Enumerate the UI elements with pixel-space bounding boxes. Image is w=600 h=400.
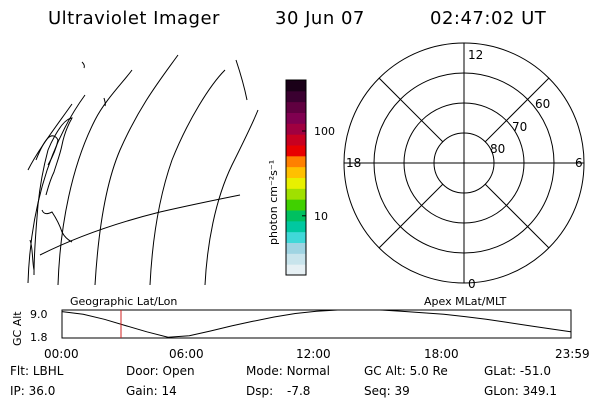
info-glon-value: 349.1 xyxy=(522,384,557,398)
colorbar-segment xyxy=(286,90,306,103)
coastline xyxy=(41,209,73,243)
colorbar-segment xyxy=(286,101,306,113)
info-filter: Flt: LBHL xyxy=(10,364,63,378)
coastline xyxy=(103,97,106,107)
info-ip-value: 36.0 xyxy=(28,384,56,398)
mlt-label-6: 6 xyxy=(575,156,583,170)
colorbar-segment xyxy=(286,134,306,146)
info-gain-value: 14 xyxy=(161,384,177,398)
colorbar xyxy=(285,79,307,276)
info-seq-label: Seq: xyxy=(364,384,391,398)
polar-diagonal xyxy=(484,77,550,143)
mlt-label-12: 12 xyxy=(468,48,483,62)
info-gcalt: GC Alt: 5.0 Re xyxy=(364,364,448,378)
info-seq-value: 39 xyxy=(394,384,410,398)
colorbar-segment xyxy=(286,166,306,178)
info-ip-label: IP: xyxy=(10,384,25,398)
polar-diagonal xyxy=(378,183,444,249)
mlt-label-0: 0 xyxy=(468,277,476,291)
info-mode-label: Mode: xyxy=(246,364,283,378)
info-filter-value: LBHL xyxy=(32,364,64,378)
orbit-frame xyxy=(61,309,572,339)
info-glon-label: GLon: xyxy=(484,384,519,398)
mlt-label-18: 18 xyxy=(346,156,361,170)
info-glat-label: GLat: xyxy=(484,364,517,378)
polar-diagonal xyxy=(378,77,444,143)
orbit-altitude-line xyxy=(61,309,571,338)
instrument-title: Ultraviolet Imager xyxy=(48,8,220,29)
coastline xyxy=(33,117,73,276)
info-glat: GLat: -51.0 xyxy=(484,364,551,378)
polar-diagonal xyxy=(484,183,550,249)
info-dsp-label: Dsp: xyxy=(246,384,274,398)
time-label-1200: 12:00 xyxy=(296,347,331,361)
time-label-2359: 23:59 xyxy=(555,347,590,361)
colorbar-frame xyxy=(285,79,307,276)
colorbar-segment xyxy=(286,123,306,135)
orbit-ytick-bottom: 1.8 xyxy=(30,331,48,344)
colorbar-tick-label: 10 xyxy=(314,210,328,223)
map-grid-line xyxy=(149,69,226,286)
orbit-right-label: Apex MLat/MLT xyxy=(424,295,507,308)
time-label-0600: 06:00 xyxy=(169,347,204,361)
info-filter-label: Flt: xyxy=(10,364,29,378)
colorbar-segment xyxy=(286,80,306,92)
geographic-map xyxy=(27,54,259,286)
colorbar-segment xyxy=(286,199,306,211)
info-mode: Mode: Normal xyxy=(246,364,330,378)
info-door-value: Open xyxy=(162,364,195,378)
time-label-0000: 00:00 xyxy=(44,347,79,361)
lat-label-60: 60 xyxy=(535,97,550,111)
info-mode-value: Normal xyxy=(286,364,330,378)
colorbar-segment xyxy=(286,145,306,157)
colorbar-segment xyxy=(286,155,306,168)
info-glat-value: -51.0 xyxy=(519,364,551,378)
title-bar: Ultraviolet Imager 30 Jun 07 02:47:02 UT xyxy=(0,8,600,32)
info-dsp-value: -7.8 xyxy=(286,384,311,398)
colorbar-segment xyxy=(286,264,306,276)
info-ip: IP: 36.0 xyxy=(10,384,55,398)
info-glon: GLon: 349.1 xyxy=(484,384,557,398)
orbit-left-label: Geographic Lat/Lon xyxy=(70,295,177,308)
date-readout: 30 Jun 07 xyxy=(275,8,365,29)
colorbar-segment xyxy=(286,253,306,265)
map-grid-line xyxy=(204,109,259,286)
map-grid-line xyxy=(27,94,86,284)
info-gain: Gain: 14 xyxy=(126,384,177,398)
info-dsp: Dsp: -7.8 xyxy=(246,384,310,398)
orbit-ytick-top: 9.0 xyxy=(30,308,48,321)
colorbar-segment xyxy=(286,112,306,124)
map-grid-line xyxy=(94,54,179,286)
time-readout: 02:47:02 UT xyxy=(430,8,547,29)
coastline xyxy=(35,135,59,166)
info-gcalt-value: 5.0 Re xyxy=(409,364,448,378)
coastline xyxy=(81,61,85,69)
orbit-ylabel: GC Alt xyxy=(11,311,24,346)
colorbar-ticks: 100 10 xyxy=(302,125,335,223)
colorbar-segment xyxy=(286,231,306,243)
colorbar-tick-label: 100 xyxy=(314,125,335,138)
polar-plot xyxy=(343,42,585,284)
map-grid-line xyxy=(57,69,133,286)
info-seq: Seq: 39 xyxy=(364,384,410,398)
colorbar-segment xyxy=(286,210,306,222)
info-door-label: Door: xyxy=(126,364,159,378)
lat-label-70: 70 xyxy=(512,120,527,134)
map-grid-line xyxy=(235,59,248,101)
lat-label-80: 80 xyxy=(490,142,505,156)
colorbar-segment xyxy=(286,220,306,233)
colorbar-segment xyxy=(286,242,306,254)
info-door: Door: Open xyxy=(126,364,195,378)
coastline xyxy=(29,239,35,271)
info-gain-label: Gain: xyxy=(126,384,158,398)
colorbar-segment xyxy=(286,177,306,189)
colorbar-segment xyxy=(286,188,306,200)
time-label-1800: 18:00 xyxy=(424,347,459,361)
colorbar-label: photon cm⁻²s⁻¹ xyxy=(267,160,280,245)
map-grid-line xyxy=(39,194,241,256)
info-gcalt-label: GC Alt: xyxy=(364,364,406,378)
